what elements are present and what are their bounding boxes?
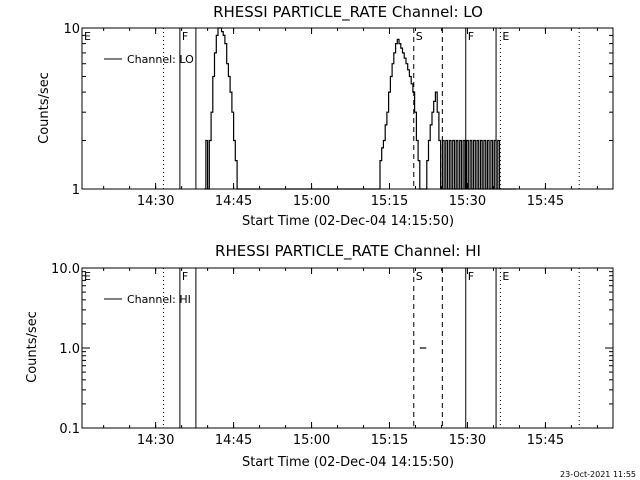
- hi-marker-label: E: [502, 270, 509, 283]
- hi-x-tick-label: 15:45: [527, 433, 564, 448]
- hi-legend-label: Channel: HI: [127, 293, 191, 306]
- hi-y-tick-label: 0.1: [59, 422, 80, 437]
- lo-marker-label: F: [468, 30, 474, 43]
- lo-chart-title: RHESSI PARTICLE_RATE Channel: LO: [213, 3, 483, 22]
- hi-marker-label: S: [416, 270, 423, 283]
- lo-y-tick-label: 1: [72, 183, 80, 198]
- lo-y-axis-label: Counts/sec: [37, 72, 52, 144]
- hi-marker-label: F: [468, 270, 474, 283]
- hi-x-tick-label: 15:00: [293, 433, 330, 448]
- lo-x-tick-label: 14:30: [137, 194, 174, 209]
- lo-x-tick-label: 15:00: [293, 194, 330, 209]
- lo-x-tick-label: 14:45: [215, 194, 252, 209]
- lo-x-tick-label: 15:30: [449, 194, 486, 209]
- hi-chart-title: RHESSI PARTICLE_RATE Channel: HI: [215, 242, 481, 261]
- hi-x-tick-label: 14:45: [215, 433, 252, 448]
- hi-x-tick-label: 14:30: [137, 433, 174, 448]
- lo-marker-label: S: [416, 30, 423, 43]
- lo-x-tick-label: 15:45: [527, 194, 564, 209]
- lo-marker-label: E: [84, 30, 91, 43]
- hi-marker-label: F: [182, 270, 188, 283]
- footer-timestamp: 23-Oct-2021 11:55: [560, 470, 636, 479]
- hi-y-tick-label: 1.0: [59, 342, 80, 357]
- hi-marker-label: E: [84, 270, 91, 283]
- lo-legend-label: Channel: LO: [127, 53, 194, 66]
- hi-plot-frame: [81, 267, 614, 429]
- lo-series-line: [204, 27, 517, 190]
- hi-y-axis-label: Counts/sec: [25, 311, 40, 383]
- hi-x-tick-label: 15:30: [449, 433, 486, 448]
- hi-channel-panel: RHESSI PARTICLE_RATE Channel: HI Start T…: [25, 242, 614, 470]
- hi-x-axis-label: Start Time (02-Dec-04 14:15:50): [242, 455, 454, 470]
- hi-y-tick-label: 10.0: [51, 262, 80, 277]
- lo-x-tick-label: 15:15: [371, 194, 408, 209]
- lo-marker-label: E: [502, 30, 509, 43]
- lo-marker-label: F: [182, 30, 188, 43]
- lo-x-axis-label: Start Time (02-Dec-04 14:15:50): [242, 214, 454, 229]
- hi-x-tick-label: 15:15: [371, 433, 408, 448]
- lo-channel-panel: RHESSI PARTICLE_RATE Channel: LO Start T…: [37, 3, 614, 229]
- lo-y-tick-label: 10: [63, 22, 80, 37]
